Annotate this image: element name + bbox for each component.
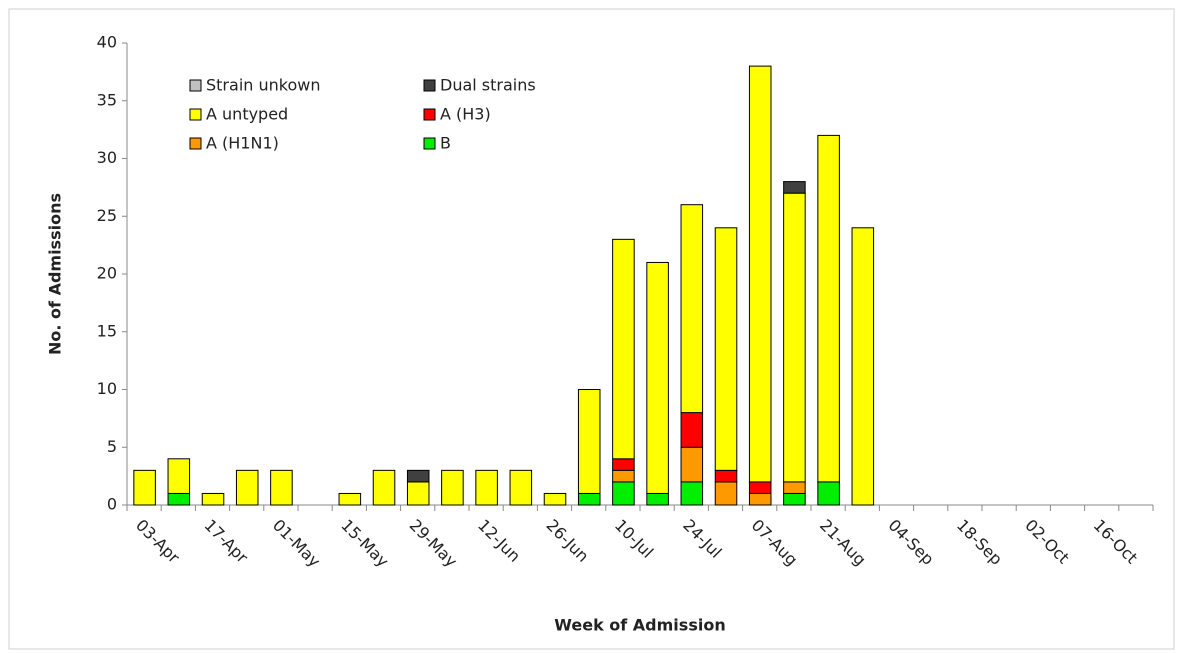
bar-segment xyxy=(748,492,772,506)
bar-segment xyxy=(235,469,259,506)
y-tick-label: 35 xyxy=(97,90,117,109)
y-tick-label: 25 xyxy=(97,206,117,225)
bar-segment xyxy=(714,481,738,506)
bar-segment xyxy=(714,469,738,483)
bar-segment xyxy=(612,469,635,483)
legend-label: A untyped xyxy=(206,105,288,124)
y-tick-label: 20 xyxy=(97,264,117,283)
bar-segment xyxy=(406,469,430,483)
legend-swatch xyxy=(423,137,436,150)
y-tick-label: 10 xyxy=(97,379,117,398)
legend-label: A (H1N1) xyxy=(206,134,279,153)
bar-segment xyxy=(270,469,293,506)
y-tick-label: 15 xyxy=(97,321,117,340)
bar-segment xyxy=(714,227,738,471)
legend-label: A (H3) xyxy=(440,105,491,124)
bar-segment xyxy=(646,492,669,506)
bar-segment xyxy=(646,261,669,494)
bar-segment xyxy=(543,492,567,506)
bar-segment xyxy=(577,492,601,506)
bar-segment xyxy=(851,227,875,506)
legend-label: Dual strains xyxy=(440,76,536,95)
legend-swatch xyxy=(189,108,202,121)
bar-segment xyxy=(406,481,430,506)
bar-segment xyxy=(612,238,635,460)
legend-swatch xyxy=(189,79,202,92)
legend-swatch xyxy=(189,137,202,150)
y-tick-label: 40 xyxy=(97,33,117,52)
bar-segment xyxy=(133,469,156,506)
bar-segment xyxy=(817,134,840,483)
y-axis-title: No. of Admissions xyxy=(46,193,65,355)
bar-segment xyxy=(783,492,806,506)
bar-segment xyxy=(783,192,806,483)
bar-segment xyxy=(167,492,191,506)
bar-segment xyxy=(817,481,840,506)
bar-segment xyxy=(680,481,704,506)
y-tick-label: 0 xyxy=(107,495,117,514)
bar-segment xyxy=(783,181,806,194)
bar-segment xyxy=(748,65,772,483)
bar-segment xyxy=(680,446,704,483)
bar-segment xyxy=(372,469,396,506)
legend-label: B xyxy=(440,134,451,153)
bar-segment xyxy=(475,469,498,506)
legend-label: Strain unkown xyxy=(206,76,320,95)
bar-segment xyxy=(577,389,601,494)
bar-segment xyxy=(441,469,464,506)
bar-segment xyxy=(338,492,362,506)
legend-swatch xyxy=(423,108,436,121)
y-tick-label: 30 xyxy=(97,148,117,167)
x-axis-title: Week of Admission xyxy=(554,616,725,635)
bar-segment xyxy=(612,458,635,471)
bar-segment xyxy=(509,469,533,506)
bar-segment xyxy=(680,412,704,448)
bar-segment xyxy=(167,458,191,494)
legend-swatch xyxy=(423,79,436,92)
bar-segment xyxy=(680,204,704,414)
bar-segment xyxy=(748,481,772,494)
chart-frame xyxy=(8,8,1175,650)
bar-segment xyxy=(783,481,806,494)
y-tick-label: 5 xyxy=(107,437,117,456)
bar-segment xyxy=(612,481,635,506)
bar-segment xyxy=(201,492,225,506)
